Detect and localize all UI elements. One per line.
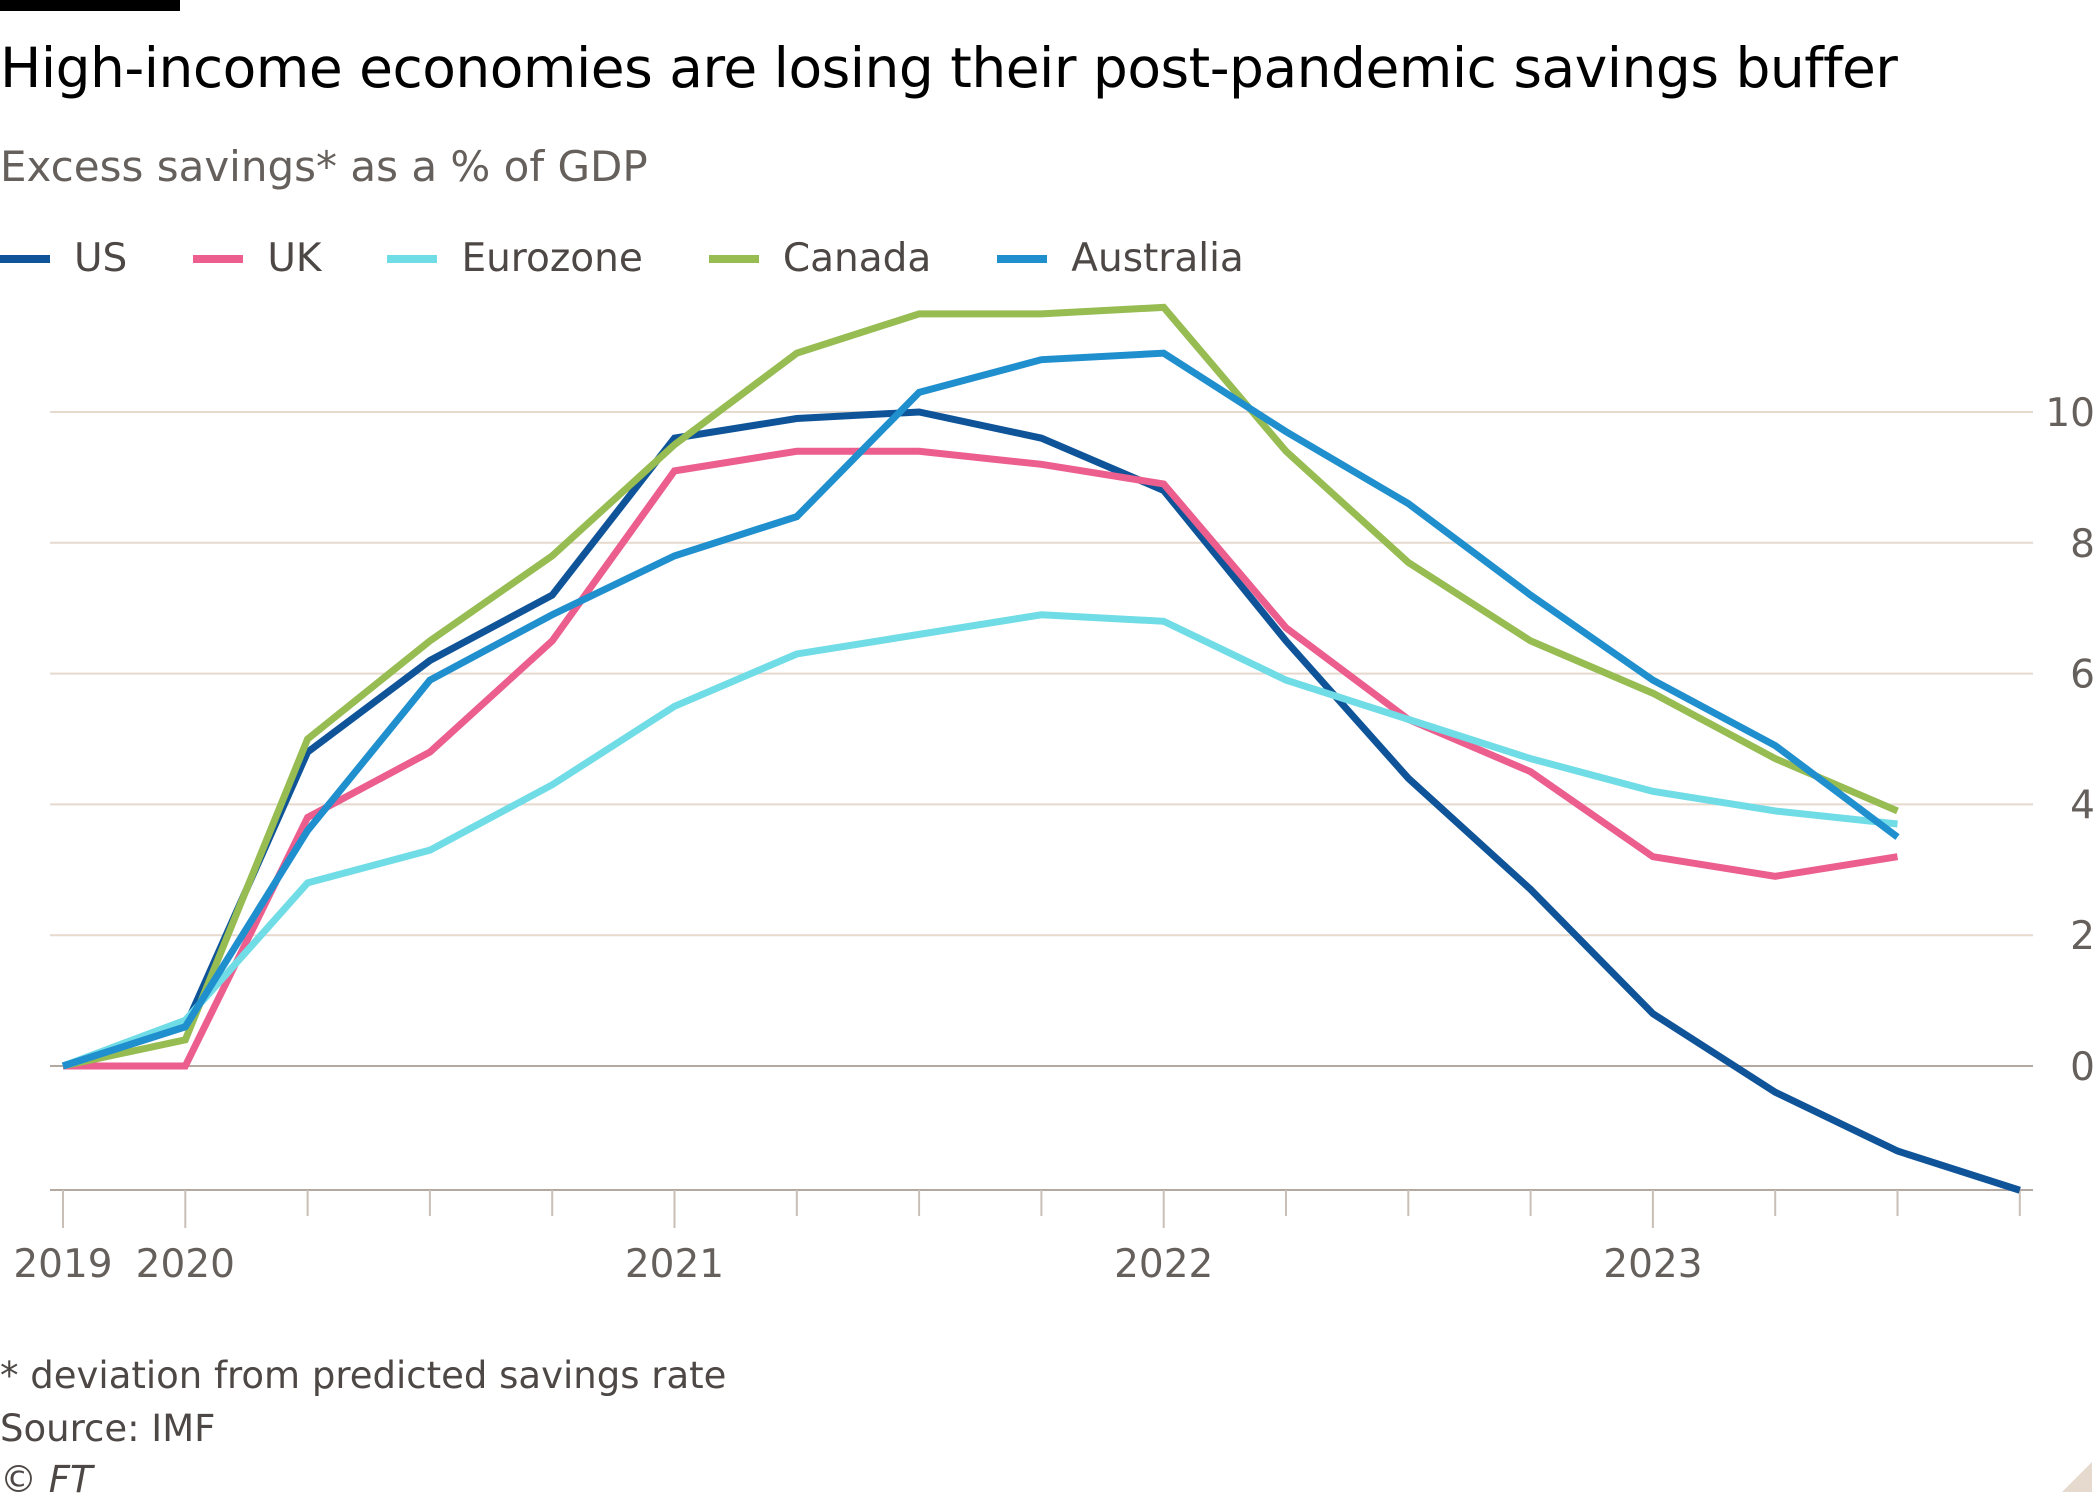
legend-label: Eurozone bbox=[461, 236, 643, 281]
legend: US UK Eurozone Canada Australia bbox=[0, 236, 1310, 281]
footnote: * deviation from predicted savings rate bbox=[0, 1354, 727, 1397]
x-tick-label: 2023 bbox=[1603, 1242, 1702, 1287]
x-tick-label: 2020 bbox=[136, 1242, 235, 1287]
series-line-canada bbox=[62, 303, 1899, 1070]
y-tick-label: 10 bbox=[2045, 391, 2095, 436]
y-tick-label: 2 bbox=[2070, 914, 2095, 959]
chart-subtitle: Excess savings* as a % of GDP bbox=[0, 142, 648, 191]
corner-fold-icon bbox=[2062, 1462, 2092, 1492]
series-line-eurozone bbox=[61, 611, 1898, 1070]
legend-item-canada: Canada bbox=[708, 236, 932, 281]
y-tick-label: 4 bbox=[2070, 783, 2095, 828]
legend-swatch bbox=[997, 254, 1048, 263]
legend-swatch bbox=[708, 254, 759, 263]
series-line-uk bbox=[63, 447, 1899, 1070]
legend-item-us: US bbox=[0, 236, 127, 281]
legend-item-uk: UK bbox=[193, 236, 321, 281]
chart-title: High-income economies are losing their p… bbox=[0, 36, 1898, 100]
legend-label: UK bbox=[267, 236, 322, 281]
series-line-australia bbox=[61, 349, 1900, 1070]
x-tick-label: 2019 bbox=[13, 1242, 112, 1287]
series-line-us bbox=[61, 408, 2021, 1194]
legend-label: US bbox=[74, 236, 128, 281]
legend-label: Australia bbox=[1071, 236, 1244, 281]
legend-item-australia: Australia bbox=[997, 236, 1244, 281]
y-tick-label: 6 bbox=[2070, 653, 2095, 698]
source: Source: IMF bbox=[0, 1407, 216, 1450]
legend-item-eurozone: Eurozone bbox=[387, 236, 643, 281]
legend-label: Canada bbox=[782, 236, 932, 281]
x-tick-label: 2021 bbox=[625, 1242, 724, 1287]
legend-swatch bbox=[387, 254, 438, 263]
x-tick-label: 2022 bbox=[1114, 1242, 1213, 1287]
legend-swatch bbox=[0, 254, 50, 263]
legend-swatch bbox=[193, 254, 244, 263]
brand-top-bar bbox=[0, 0, 180, 11]
y-tick-label: 8 bbox=[2070, 522, 2095, 567]
copyright: © FT bbox=[0, 1458, 93, 1501]
y-tick-label: 0 bbox=[2070, 1045, 2095, 1090]
